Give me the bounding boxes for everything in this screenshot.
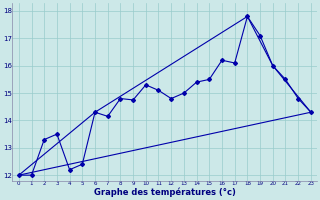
X-axis label: Graphe des températures (°c): Graphe des températures (°c) (94, 188, 236, 197)
